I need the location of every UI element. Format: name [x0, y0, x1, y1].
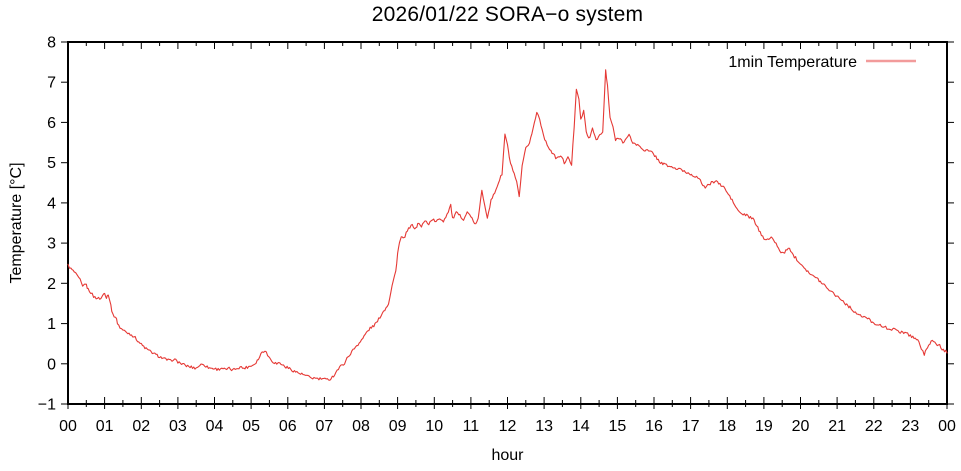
- x-tick-label: 02: [132, 418, 150, 435]
- x-tick-label: 03: [169, 418, 187, 435]
- x-tick-label: 06: [279, 418, 297, 435]
- x-tick-label: 19: [755, 418, 773, 435]
- y-tick-label: −1: [38, 397, 56, 414]
- temperature-line: [67, 69, 948, 381]
- y-tick-label: 2: [47, 276, 56, 293]
- x-tick-label: 07: [316, 418, 334, 435]
- x-tick-label: 18: [718, 418, 736, 435]
- y-tick-label: 8: [47, 35, 56, 52]
- x-tick-label: 13: [535, 418, 553, 435]
- x-tick-label: 22: [865, 418, 883, 435]
- x-tick-label: 12: [499, 418, 517, 435]
- y-tick-label: 7: [47, 75, 56, 92]
- x-tick-label: 05: [242, 418, 260, 435]
- x-tick-label: 00: [938, 418, 956, 435]
- legend-label: 1min Temperature: [728, 54, 857, 71]
- y-axis-title: Temperature [°C]: [8, 162, 25, 284]
- y-tick-label: 0: [47, 356, 56, 373]
- x-tick-label: 23: [902, 418, 920, 435]
- y-tick-label: 4: [47, 195, 56, 212]
- y-tick-label: 6: [47, 115, 56, 132]
- x-tick-label: 08: [352, 418, 370, 435]
- x-tick-label: 21: [828, 418, 846, 435]
- x-axis-title: hour: [491, 447, 524, 464]
- y-tick-label: 1: [47, 316, 56, 333]
- x-tick-label: 15: [609, 418, 627, 435]
- x-tick-label: 00: [59, 418, 77, 435]
- y-tick-label: 5: [47, 155, 56, 172]
- x-tick-label: 11: [463, 418, 480, 435]
- x-tick-label: 20: [792, 418, 810, 435]
- plot-frame: [67, 41, 948, 405]
- chart-title: 2026/01/22 SORA−o system: [371, 3, 644, 26]
- x-tick-label: 09: [389, 418, 407, 435]
- y-tick-label: 3: [47, 236, 56, 253]
- x-tick-label: 17: [682, 418, 700, 435]
- x-tick-label: 14: [572, 418, 590, 435]
- x-tick-label: 04: [206, 418, 224, 435]
- x-tick-label: 16: [645, 418, 663, 435]
- x-tick-label: 10: [425, 418, 443, 435]
- x-tick-label: 01: [96, 418, 114, 435]
